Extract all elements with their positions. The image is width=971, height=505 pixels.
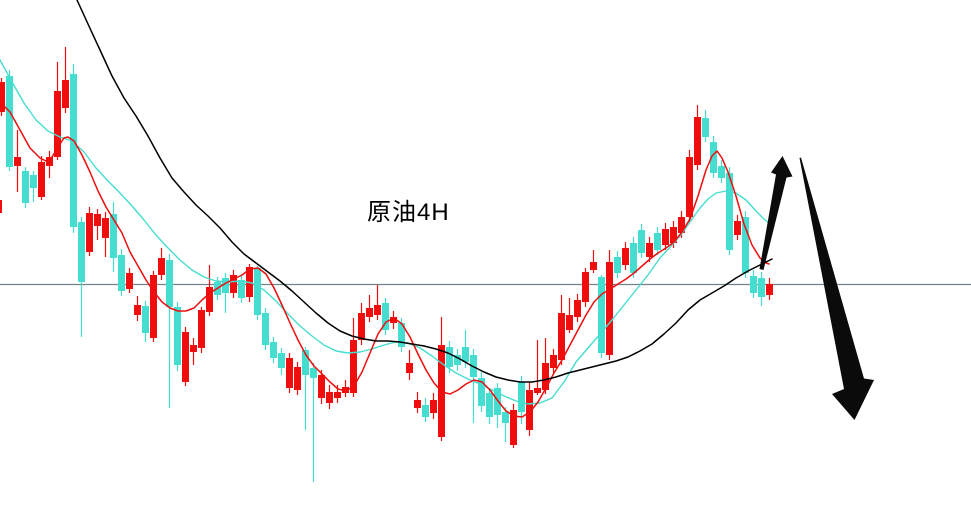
up-trend-arrow [759, 156, 793, 270]
ma-long-black [76, 0, 773, 383]
trend-arrows-layer [759, 156, 874, 420]
down-trend-arrow [799, 157, 874, 420]
candles-layer [0, 47, 773, 482]
ma-fast-red [0, 101, 770, 418]
ma-lines-layer [0, 0, 773, 418]
chart-title: 原油4H [367, 199, 450, 226]
